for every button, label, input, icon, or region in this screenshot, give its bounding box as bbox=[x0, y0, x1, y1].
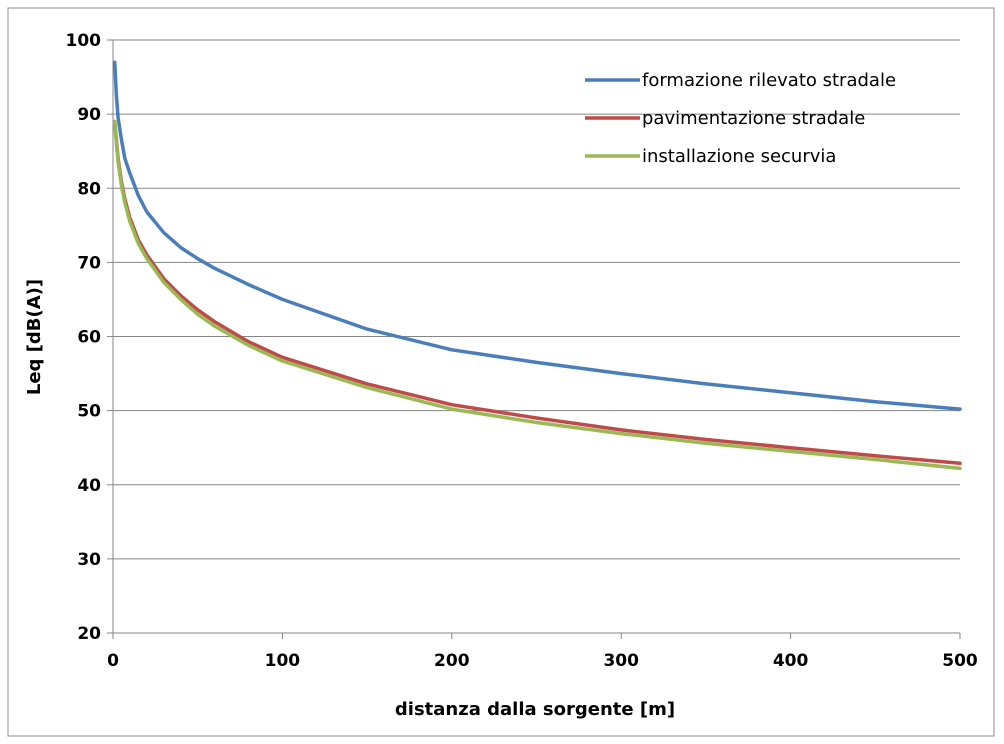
legend-label-1: formazione rilevato stradale bbox=[642, 70, 896, 91]
x-tick-label: 200 bbox=[434, 651, 470, 671]
legend: formazione rilevato stradale pavimentazio… bbox=[585, 70, 896, 167]
x-tick-label: 400 bbox=[773, 651, 809, 671]
tick-labels: 20 30 40 50 60 70 80 90 100 0 100 200 300 400 500 bbox=[66, 31, 978, 671]
legend-label-2: pavimentazione stradale bbox=[642, 108, 865, 129]
y-axis-title: Leq [dB(A)] bbox=[24, 279, 45, 395]
y-tick-label: 100 bbox=[66, 31, 102, 51]
y-tick-label: 70 bbox=[77, 253, 101, 273]
y-tick-label: 40 bbox=[77, 476, 101, 496]
y-tick-label: 20 bbox=[77, 624, 101, 644]
series-line-1 bbox=[112, 60, 962, 411]
series-line-3 bbox=[112, 119, 962, 471]
x-axis-title: distanza dalla sorgente [m] bbox=[395, 699, 675, 720]
legend-label-3: installazione securvia bbox=[642, 146, 836, 167]
series-lines bbox=[112, 60, 962, 471]
x-tick-label: 0 bbox=[107, 651, 119, 671]
x-tick-label: 500 bbox=[942, 651, 978, 671]
x-tick-label: 300 bbox=[603, 651, 639, 671]
gridlines bbox=[113, 39, 960, 560]
x-tick-label: 100 bbox=[265, 651, 301, 671]
axes bbox=[107, 39, 961, 639]
y-tick-label: 50 bbox=[77, 402, 101, 422]
y-tick-label: 60 bbox=[77, 328, 101, 348]
chart-border bbox=[7, 7, 995, 737]
y-tick-label: 90 bbox=[77, 105, 101, 125]
y-tick-label: 80 bbox=[77, 179, 101, 199]
y-tick-label: 30 bbox=[77, 550, 101, 570]
